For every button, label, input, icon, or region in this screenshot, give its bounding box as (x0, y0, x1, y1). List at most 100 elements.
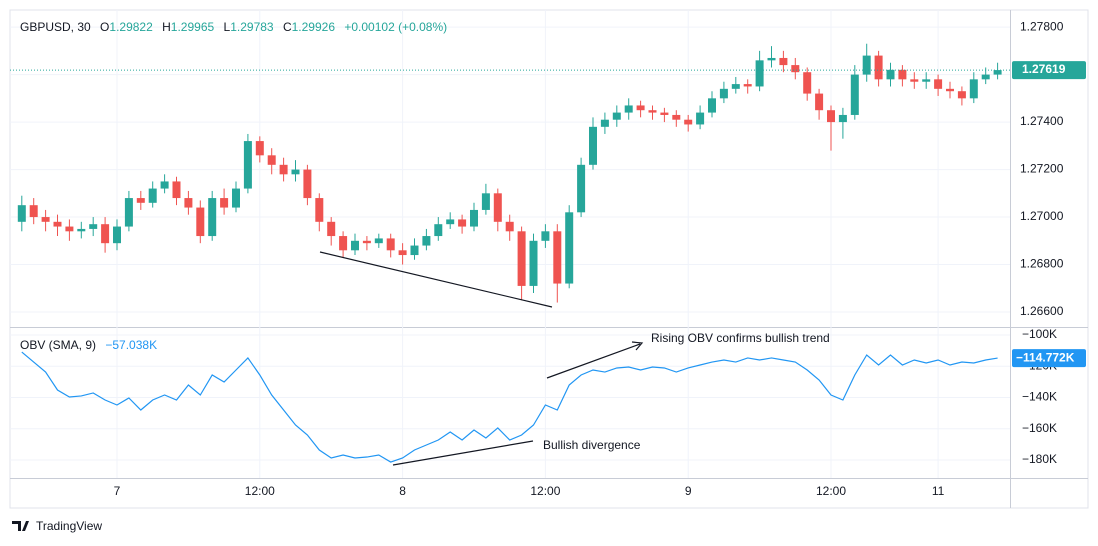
candle-body (874, 55, 883, 80)
candle-body (386, 238, 395, 251)
candle-body (53, 221, 62, 227)
last-value-label: −114.772K (1016, 350, 1075, 364)
x-tick-label: 7 (114, 484, 121, 498)
candle-body (708, 98, 716, 113)
candle-body (648, 110, 657, 113)
last-price-badge (1012, 61, 1086, 80)
candle-body (362, 240, 371, 244)
x-tick-label: 12:00 (530, 484, 560, 498)
candle-body (696, 112, 705, 125)
candle-body (434, 224, 443, 237)
candle-body (553, 231, 562, 284)
ohlc-letter: H (162, 20, 171, 34)
candle-body (65, 226, 74, 232)
candle-body (934, 79, 943, 89)
ohlc-letter: L (224, 20, 231, 34)
candle-body (993, 70, 1002, 75)
candle-body (838, 114, 847, 123)
candle-body (672, 114, 681, 120)
candle-body (898, 69, 907, 80)
symbol: GBPUSD, 30 (20, 20, 91, 34)
candle-body (529, 240, 538, 286)
x-tick-label: 12:00 (245, 484, 275, 498)
candle-body (17, 205, 26, 222)
candle-body (827, 110, 835, 123)
candle-body (160, 181, 169, 189)
ohlc-value: 1.29965 (171, 20, 215, 34)
candle-body (315, 198, 324, 222)
last-value-badge (1012, 349, 1086, 368)
candle-body (243, 141, 252, 189)
candle-body (351, 240, 359, 251)
candle-body (113, 226, 121, 244)
x-tick-label: 8 (399, 484, 406, 498)
candle-body (946, 88, 954, 92)
candle-body (220, 198, 229, 208)
x-tick-label: 9 (685, 484, 692, 498)
obv-header: OBV (SMA, 9) −57.038K (20, 338, 157, 352)
candle-body (89, 224, 98, 229)
ohlc-value: 1.29926 (292, 20, 336, 34)
y-tick-label: −160K (1022, 421, 1057, 435)
candle-body (719, 88, 728, 99)
candle-body (565, 212, 574, 284)
indicator-value: −57.038K (105, 338, 157, 352)
marks (17, 43, 1002, 463)
candle-body (981, 74, 990, 80)
candle-body (612, 112, 621, 120)
y-tick-label: 1.26600 (1020, 304, 1064, 318)
obv-line (21, 351, 998, 463)
candle-body (577, 164, 586, 213)
candle-body (29, 205, 38, 218)
candle-body (791, 65, 800, 73)
candle-body (77, 228, 86, 232)
candle-body (660, 112, 669, 115)
candle-body (517, 231, 526, 286)
candle-body (850, 74, 859, 115)
ohlc-letter: C (283, 20, 292, 34)
candle-body (600, 119, 609, 127)
chart-frame (9, 9, 1089, 509)
candle-body (124, 198, 133, 227)
candle-body (815, 93, 824, 111)
y-tick-label: −180K (1022, 452, 1057, 466)
candle-body (184, 198, 193, 208)
brand: TradingView (36, 519, 102, 533)
candle-body (886, 69, 895, 80)
ohlc-value: 1.29783 (230, 20, 274, 34)
price-header: GBPUSD, 30 O1.29822 H1.29965 L1.29783 C1… (20, 20, 447, 34)
last-price-label: 1.27619 (1022, 62, 1066, 76)
candle-body (422, 236, 431, 246)
y-tick-label: 1.27800 (1020, 19, 1064, 33)
candle-body (779, 57, 788, 66)
candle-body (731, 84, 740, 89)
candle-body (446, 219, 455, 225)
candle-body (803, 72, 812, 94)
candle-body (196, 207, 205, 237)
ohlc-letter: O (100, 20, 109, 34)
candle-body (398, 250, 407, 256)
candle-body (41, 217, 50, 222)
candle-body (148, 188, 157, 203)
y-tick-label: 1.26800 (1020, 257, 1064, 271)
candle-body (957, 91, 966, 99)
candle-body (922, 79, 931, 82)
change: +0.00102 (+0.08%) (344, 20, 447, 34)
candle-body (208, 198, 217, 237)
candle-body (410, 245, 419, 256)
candle-body (327, 221, 336, 237)
candle-body (684, 119, 693, 125)
y-tick-label: 1.27400 (1020, 114, 1064, 128)
y-tick-label: −140K (1022, 390, 1057, 404)
candle-body (470, 209, 478, 227)
candle-body (743, 84, 752, 87)
candle-body (172, 181, 181, 199)
y-tick-label: 1.27000 (1020, 209, 1064, 223)
candle-body (267, 155, 276, 165)
candle-body (636, 105, 645, 111)
candle-body (232, 188, 240, 208)
candle-body (374, 238, 383, 244)
candle-body (339, 236, 348, 251)
price-trendline (319, 251, 553, 308)
